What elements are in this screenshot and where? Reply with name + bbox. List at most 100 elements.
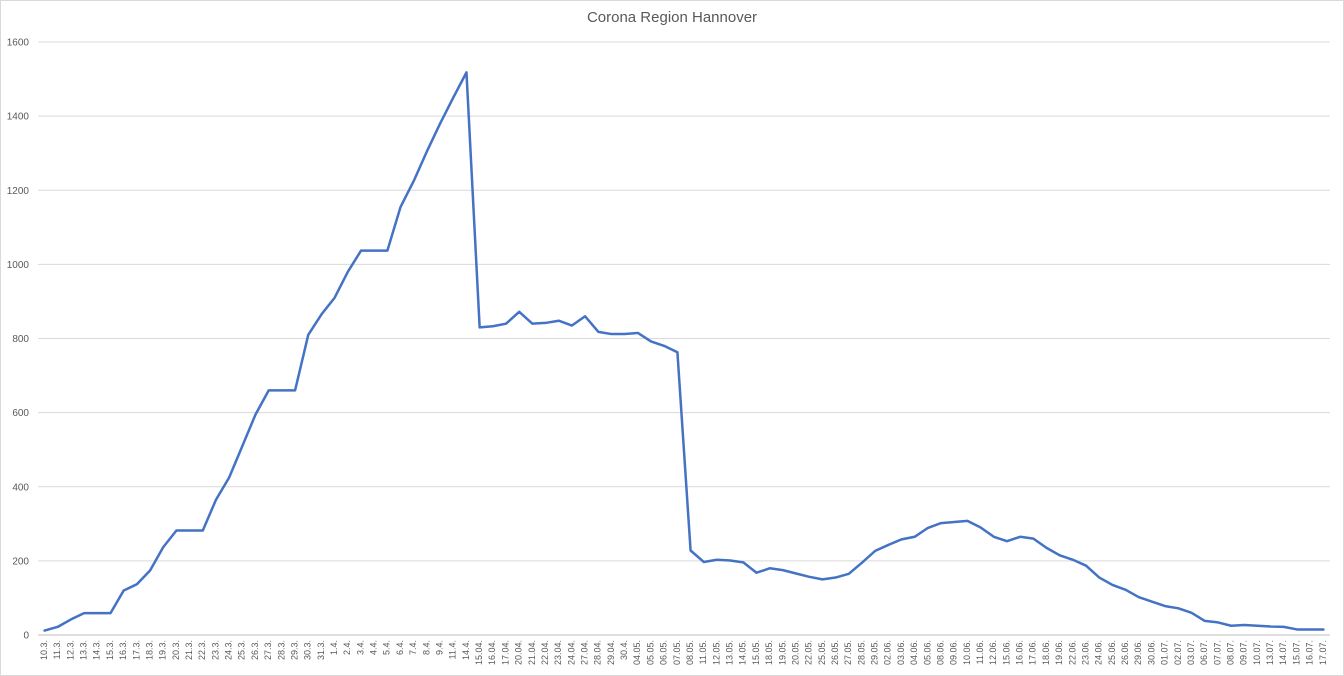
x-tick-label: 06.07. — [1199, 640, 1209, 665]
x-tick-label: 30.06. — [1146, 640, 1156, 665]
x-tick-label: 24.06. — [1094, 640, 1104, 665]
x-tick-label: 15.05. — [751, 640, 761, 665]
x-tick-label: 27.04. — [579, 640, 589, 665]
x-tick-label: 11.3. — [52, 640, 62, 659]
x-tick-label: 1.4. — [329, 640, 339, 655]
x-tick-label: 22.06. — [1067, 640, 1077, 665]
x-tick-label: 24.3. — [224, 640, 234, 660]
chart-title: Corona Region Hannover — [586, 9, 758, 26]
x-tick-label: 13.05. — [725, 640, 735, 665]
x-tick-label: 27.05. — [843, 640, 853, 665]
x-tick-label: 15.04. — [474, 640, 484, 665]
x-tick-label: 9.4. — [434, 640, 444, 655]
x-tick-label: 20.3. — [171, 640, 181, 660]
series-line — [43, 71, 1325, 632]
x-tick-label: 23.04. — [553, 640, 563, 665]
x-tick-label: 11.06. — [975, 640, 985, 664]
x-tick-label: 30.4. — [619, 640, 629, 660]
x-tick-label: 27.3. — [263, 640, 273, 660]
x-tick-label: 28.04. — [593, 640, 603, 665]
x-tick-label: 19.06. — [1054, 640, 1064, 665]
x-tick-label: 06.05. — [659, 640, 669, 665]
x-tick-label: 04.06. — [909, 640, 919, 665]
x-tick-label: 07.05. — [672, 640, 682, 665]
x-tick-label: 15.06. — [1001, 640, 1011, 665]
x-tick-label: 17.07. — [1318, 640, 1328, 665]
x-tick-label: 19.05. — [777, 640, 787, 665]
x-tick-label: 18.05. — [764, 640, 774, 665]
y-tick-label: 1200 — [7, 186, 30, 197]
x-tick-label: 25.3. — [237, 640, 247, 660]
x-tick-label: 28.05. — [856, 640, 866, 665]
x-tick-label: 14.3. — [92, 640, 102, 660]
y-tick-label: 400 — [12, 482, 29, 493]
y-tick-label: 1400 — [7, 112, 30, 123]
x-tick-label: 20.04. — [514, 640, 524, 665]
x-tick-label: 04.05. — [632, 640, 642, 665]
x-tick-label: 10.06. — [962, 640, 972, 665]
x-tick-label: 23.3. — [210, 640, 220, 660]
x-tick-label: 16.04. — [487, 640, 497, 665]
x-tick-label: 20.05. — [790, 640, 800, 665]
x-tick-label: 14.4. — [461, 640, 471, 660]
x-tick-label: 19.3. — [158, 640, 168, 660]
x-tick-label: 02.07. — [1173, 640, 1183, 665]
x-tick-label: 01.07. — [1160, 640, 1170, 665]
x-tick-label: 17.3. — [131, 640, 141, 660]
x-tick-label: 22.3. — [197, 640, 207, 660]
x-tick-label: 13.07. — [1265, 640, 1275, 665]
x-tick-label: 05.06. — [922, 640, 932, 665]
x-tick-label: 10.07. — [1252, 640, 1262, 665]
x-tick-label: 28.3. — [276, 640, 286, 660]
x-tick-label: 09.07. — [1239, 640, 1249, 665]
x-tick-label: 11.4. — [448, 640, 458, 659]
y-tick-label: 800 — [12, 334, 29, 345]
y-tick-label: 1000 — [7, 260, 30, 271]
x-tick-label: 08.07. — [1225, 640, 1235, 665]
x-tick-label: 23.06. — [1080, 640, 1090, 665]
x-tick-label: 30.3. — [303, 640, 313, 660]
x-tick-label: 5.4. — [382, 640, 392, 655]
x-tick-label: 6.4. — [395, 640, 405, 655]
x-tick-label: 24.04. — [566, 640, 576, 665]
x-tick-label: 15.3. — [105, 640, 115, 660]
x-tick-label: 05.05. — [645, 640, 655, 665]
x-tick-label: 18.3. — [144, 640, 154, 660]
x-tick-label: 17.06. — [1028, 640, 1038, 665]
x-tick-label: 17.04. — [500, 640, 510, 665]
x-tick-label: 13.3. — [79, 640, 89, 660]
x-tick-label: 4.4. — [369, 640, 379, 655]
x-tick-label: 12.05. — [711, 640, 721, 665]
y-tick-label: 1600 — [7, 38, 30, 49]
x-tick-label: 26.06. — [1120, 640, 1130, 665]
x-tick-label: 3.4. — [355, 640, 365, 655]
x-tick-label: 8.4. — [421, 640, 431, 655]
x-tick-label: 03.07. — [1186, 640, 1196, 665]
x-tick-label: 16.3. — [118, 640, 128, 660]
x-tick-label: 2.4. — [342, 640, 352, 655]
x-tick-label: 14.07. — [1278, 640, 1288, 665]
x-tick-label: 09.06. — [949, 640, 959, 665]
x-tick-label: 12.3. — [65, 640, 75, 660]
x-tick-label: 03.06. — [896, 640, 906, 665]
x-tick-label: 08.06. — [935, 640, 945, 665]
x-tick-label: 22.05. — [804, 640, 814, 665]
x-tick-label: 29.04. — [606, 640, 616, 665]
x-tick-label: 02.06. — [883, 640, 893, 665]
x-tick-label: 10.3. — [39, 640, 49, 660]
x-tick-label: 26.3. — [250, 640, 260, 660]
x-tick-label: 26.05. — [830, 640, 840, 665]
x-tick-label: 08.05. — [685, 640, 695, 665]
x-tick-label: 29.3. — [289, 640, 299, 660]
x-tick-label: 16.07. — [1305, 640, 1315, 665]
x-tick-label: 16.06. — [1015, 640, 1025, 665]
x-tick-label: 12.06. — [988, 640, 998, 665]
x-tick-label: 07.07. — [1212, 640, 1222, 665]
x-tick-label: 21.04. — [527, 640, 537, 665]
x-tick-label: 15.07. — [1291, 640, 1301, 665]
y-tick-label: 600 — [12, 408, 29, 419]
x-tick-label: 25.06. — [1107, 640, 1117, 665]
x-tick-label: 14.05. — [738, 640, 748, 665]
x-tick-label: 11.05. — [698, 640, 708, 664]
